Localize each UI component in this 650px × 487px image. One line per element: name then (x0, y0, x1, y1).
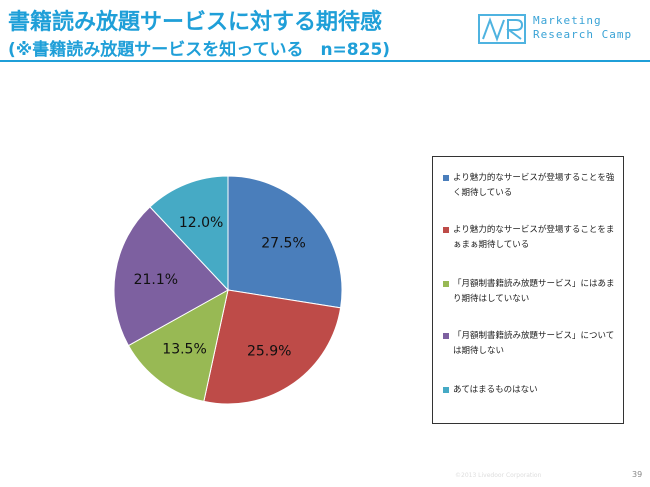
legend-item-3: 「月額制書籍読み放題サービス」にはあまり期待はしていない (443, 277, 615, 307)
pie-slice-2 (203, 289, 342, 405)
legend-label-2: より魅力的なサービスが登場することをまぁまぁ期待している (453, 225, 615, 250)
legend-item-4: 「月額制書籍読み放題サービス」については期待しない (443, 329, 615, 359)
legend-swatch-4 (443, 333, 449, 339)
logo-wordmark: Marketing Research Camp (533, 14, 632, 42)
pie-data-label-4: 21.1% (134, 272, 178, 288)
page-title: 書籍読み放題サービスに対する期待感 (8, 10, 383, 35)
mr-logo-icon (478, 14, 526, 44)
page-number: 39 (632, 470, 643, 479)
copyright-text: ©2013 Livedoor Corporation (455, 472, 542, 479)
legend-item-5: あてはまるものはない (443, 383, 615, 398)
legend-label-4: 「月額制書籍読み放題サービス」については期待しない (453, 331, 615, 356)
pie-data-label-1: 27.5% (261, 236, 305, 252)
chart-legend: より魅力的なサービスが登場することを強く期待している より魅力的なサービスが登場す… (432, 156, 624, 424)
legend-swatch-2 (443, 227, 449, 233)
legend-label-3: 「月額制書籍読み放題サービス」にはあまり期待はしていない (453, 279, 615, 304)
legend-item-2: より魅力的なサービスが登場することをまぁまぁ期待している (443, 223, 615, 253)
legend-swatch-3 (443, 281, 449, 287)
pie-data-label-3: 13.5% (162, 342, 206, 358)
pie-slice-5 (149, 175, 229, 292)
page-subtitle: (※書籍読み放題サービスを知っている n=825) (8, 40, 391, 60)
legend-label-1: より魅力的なサービスが登場することを強く期待している (453, 173, 615, 198)
pie-data-label-2: 25.9% (247, 343, 291, 359)
logo-line-2: Research Camp (533, 28, 633, 41)
pie-slice-1 (227, 175, 343, 309)
legend-swatch-5 (443, 387, 449, 393)
company-logo: Marketing Research Camp (478, 12, 648, 52)
legend-label-5: あてはまるものはない (453, 385, 538, 395)
legend-swatch-1 (443, 175, 449, 181)
pie-data-label-5: 12.0% (179, 215, 223, 231)
pie-slice-3 (127, 289, 229, 403)
logo-line-1: Marketing (533, 14, 602, 27)
pie-slice-4 (113, 206, 229, 347)
legend-item-1: より魅力的なサービスが登場することを強く期待している (443, 171, 615, 201)
header-divider (0, 60, 650, 62)
